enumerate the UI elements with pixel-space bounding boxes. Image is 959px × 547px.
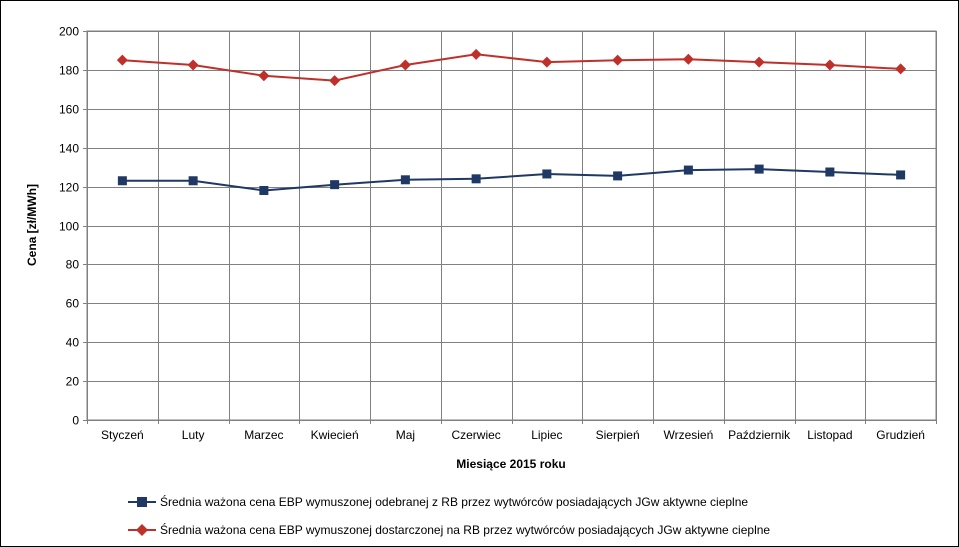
- series-1-point: [117, 176, 127, 186]
- series-1-point: [754, 164, 764, 174]
- y-tick-label: 80: [66, 258, 80, 272]
- x-tick-label: Listopad: [807, 428, 852, 442]
- series-1-point: [259, 185, 269, 195]
- x-tick-label: Luty: [182, 428, 205, 442]
- series-2-point: [824, 59, 836, 71]
- x-tick-label: Wrzesień: [663, 428, 713, 442]
- series-2-point: [329, 75, 341, 87]
- series-2-point: [470, 48, 482, 60]
- series-2-point: [895, 63, 907, 75]
- y-tick-label: 180: [59, 64, 79, 78]
- legend-marker-series-1: [137, 497, 147, 507]
- series-2-line: [122, 53, 901, 82]
- y-tick-label: 140: [59, 142, 79, 156]
- x-tick-label: Kwiecień: [311, 428, 359, 442]
- legend-label-series-1: Średnia ważona cena EBP wymuszonej odebr…: [160, 494, 748, 509]
- x-tick-label: Październik: [728, 428, 791, 442]
- x-tick-label: Sierpień: [596, 428, 640, 442]
- y-tick-label: 120: [59, 181, 79, 195]
- grid-layer: [87, 31, 937, 424]
- series-1-point: [330, 180, 340, 190]
- series-1-point: [825, 167, 835, 177]
- x-tick-label: Styczeń: [101, 428, 144, 442]
- x-axis-ticks: Styczeń Luty Marzec Kwiecień Maj Czerwiec Lipi…: [101, 428, 925, 442]
- y-tick-label: 100: [59, 220, 79, 234]
- series-2-point: [116, 54, 128, 66]
- x-tick-label: Lipiec: [531, 428, 562, 442]
- legend-marker-series-2: [136, 524, 148, 536]
- y-tick-label: 160: [59, 103, 79, 117]
- x-tick-label: Czerwiec: [451, 428, 500, 442]
- y-tick-label: 200: [59, 25, 79, 39]
- y-axis-ticks: 0 20 40 60 80 100 120 140 160 180 200: [59, 25, 87, 428]
- series-layer: [116, 48, 907, 195]
- y-tick-label: 20: [66, 375, 80, 389]
- y-axis-title: Cena [zł/MWh]: [25, 184, 39, 266]
- series-2-point: [187, 59, 199, 71]
- series-1-line: [122, 168, 901, 192]
- series-2-point: [399, 59, 411, 71]
- y-tick-label: 60: [66, 297, 80, 311]
- series-1-point: [542, 169, 552, 179]
- series-1-point: [400, 175, 410, 185]
- series-2-point: [258, 70, 270, 82]
- y-tick-label: 0: [72, 414, 79, 428]
- series-2-point: [753, 56, 765, 68]
- series-1-point: [188, 176, 198, 186]
- series-2-point: [682, 53, 694, 65]
- x-tick-label: Grudzień: [876, 428, 925, 442]
- series-1-point: [471, 174, 481, 184]
- series-2-point: [612, 54, 624, 66]
- y-tick-label: 40: [66, 336, 80, 350]
- series-1-point: [896, 170, 906, 180]
- series-1-point: [613, 171, 623, 181]
- plot-area: [86, 30, 937, 421]
- series-1-point: [683, 165, 693, 175]
- legend: Średnia ważona cena EBP wymuszonej odebr…: [128, 494, 770, 537]
- legend-label-series-2: Średnia ważona cena EBP wymuszonej dosta…: [160, 522, 770, 537]
- x-axis-title: Miesiące 2015 roku: [456, 457, 565, 471]
- series-2-point: [541, 56, 553, 68]
- x-tick-label: Marzec: [244, 428, 283, 442]
- x-tick-label: Maj: [396, 428, 415, 442]
